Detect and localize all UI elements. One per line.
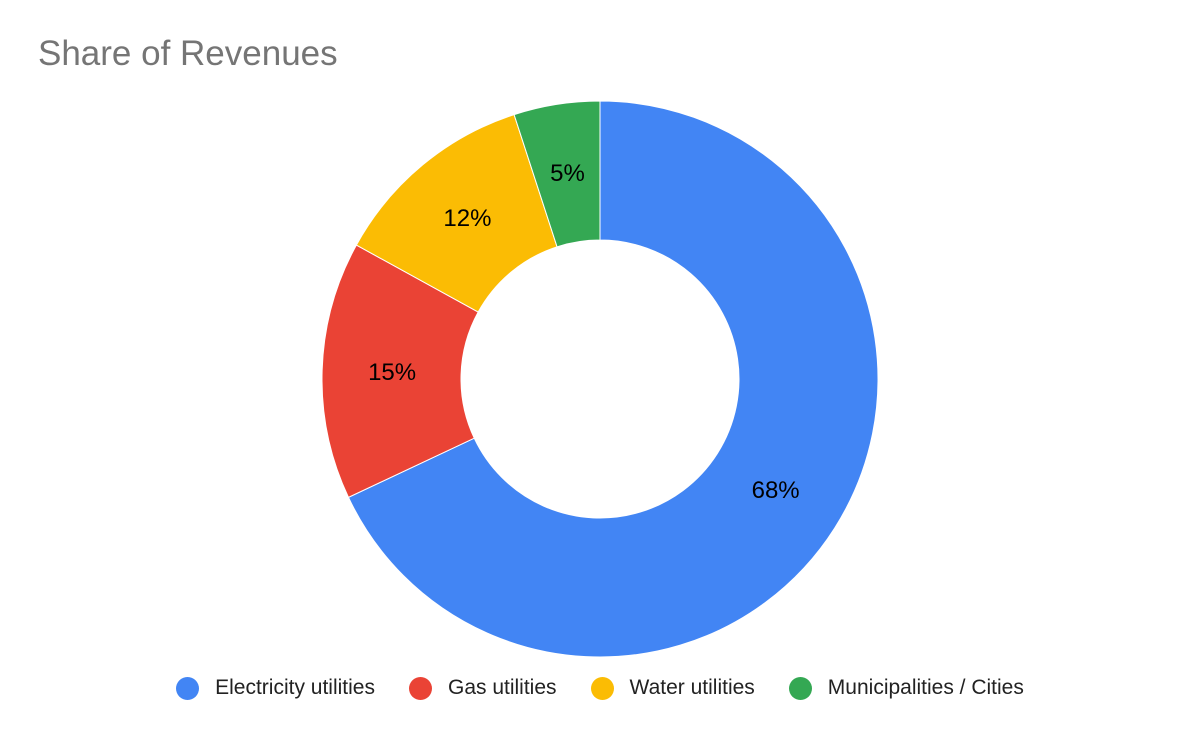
legend-swatch-gas bbox=[408, 676, 432, 700]
legend-item-water[interactable]: Water utilities bbox=[590, 676, 755, 700]
slice-water[interactable] bbox=[355, 113, 558, 313]
slice-municipalities[interactable] bbox=[513, 100, 601, 248]
legend-label-water: Water utilities bbox=[629, 676, 755, 699]
legend-item-municipalities[interactable]: Municipalities / Cities bbox=[788, 676, 1024, 700]
legend: Electricity utilities Gas utilities Wate… bbox=[0, 676, 1200, 700]
legend-swatch-municipalities bbox=[788, 676, 812, 700]
chart-title: Share of Revenues bbox=[38, 34, 338, 73]
legend-label-electricity: Electricity utilities bbox=[215, 676, 375, 699]
legend-label-gas: Gas utilities bbox=[447, 676, 557, 699]
legend-item-gas[interactable]: Gas utilities bbox=[408, 676, 557, 700]
slice-label-municipalities: 5% bbox=[550, 160, 585, 187]
legend-label-municipalities: Municipalities / Cities bbox=[827, 676, 1024, 699]
legend-item-electricity[interactable]: Electricity utilities bbox=[176, 676, 375, 700]
slice-label-gas: 15% bbox=[368, 359, 416, 386]
slice-label-water: 12% bbox=[443, 205, 491, 232]
slice-label-electricity: 68% bbox=[752, 477, 800, 504]
slice-gas[interactable] bbox=[321, 244, 479, 499]
slice-electricity[interactable] bbox=[347, 100, 879, 658]
legend-swatch-electricity bbox=[176, 676, 200, 700]
legend-swatch-water bbox=[590, 676, 614, 700]
